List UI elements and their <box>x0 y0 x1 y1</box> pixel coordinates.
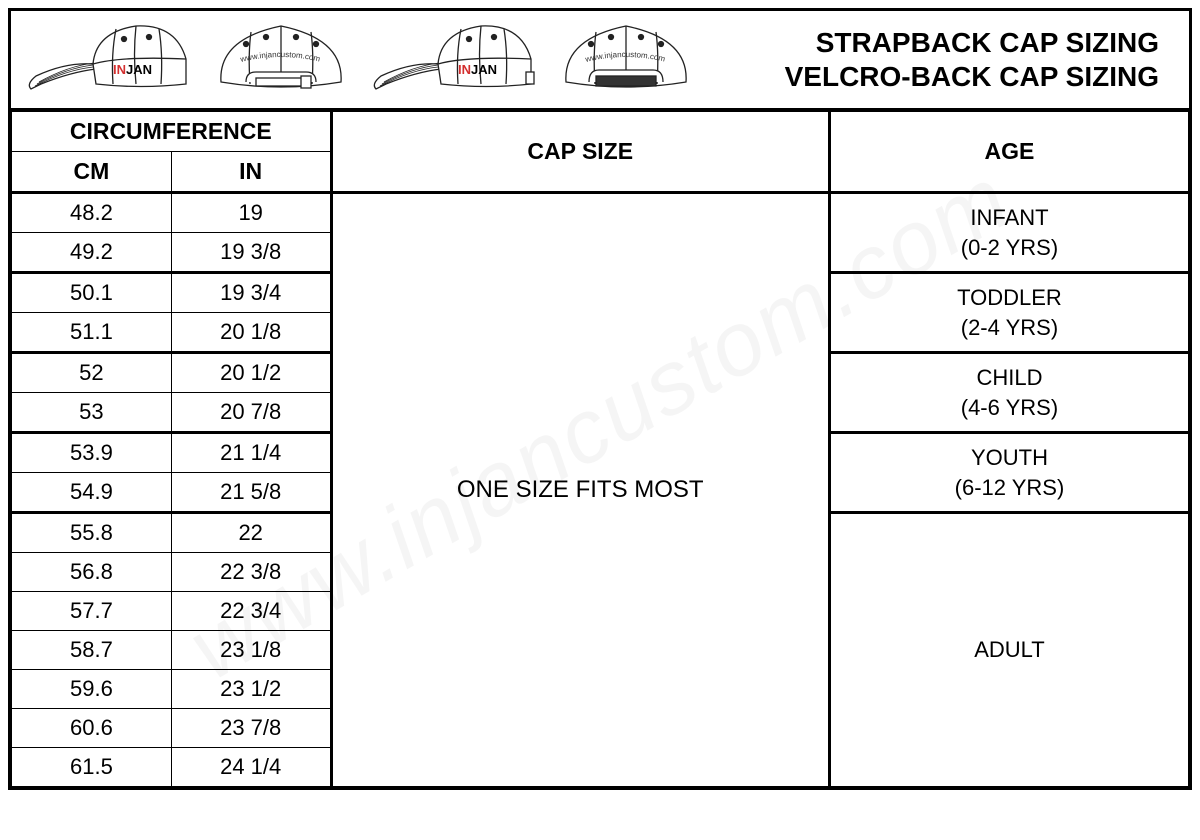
header-cap-size: CAP SIZE <box>331 112 829 193</box>
title-line-2: VELCRO-BACK CAP SIZING <box>785 60 1159 94</box>
in-cell: 21 5/8 <box>171 473 331 513</box>
svg-text:INJAN: INJAN <box>113 62 152 77</box>
header-cm: CM <box>12 152 172 193</box>
age-cell-toddler: TODDLER(2-4 YRS) <box>829 273 1188 353</box>
sizing-table: CIRCUMFERENCE CAP SIZE AGE CM IN 48.2 19… <box>11 111 1189 787</box>
cap-velcro-side-icon: INJAN <box>366 14 541 106</box>
cap-strapback-back-icon: www.injancustom.com <box>206 14 356 106</box>
cm-cell: 60.6 <box>12 709 172 748</box>
cap-size-cell: ONE SIZE FITS MOST <box>331 193 829 787</box>
sizing-chart-container: INJAN <box>8 8 1192 790</box>
cm-cell: 53.9 <box>12 433 172 473</box>
in-cell: 22 3/4 <box>171 592 331 631</box>
header-in: IN <box>171 152 331 193</box>
in-cell: 21 1/4 <box>171 433 331 473</box>
cm-cell: 57.7 <box>12 592 172 631</box>
in-cell: 23 1/2 <box>171 670 331 709</box>
header-row: INJAN <box>11 11 1189 111</box>
in-cell: 22 3/8 <box>171 553 331 592</box>
cm-cell: 54.9 <box>12 473 172 513</box>
cm-cell: 58.7 <box>12 631 172 670</box>
cm-cell: 53 <box>12 393 172 433</box>
header-circumference: CIRCUMFERENCE <box>12 112 332 152</box>
age-cell-child: CHILD(4-6 YRS) <box>829 353 1188 433</box>
cm-cell: 61.5 <box>12 748 172 787</box>
table-row: 48.2 19 ONE SIZE FITS MOST INFANT(0-2 YR… <box>12 193 1189 233</box>
cm-cell: 52 <box>12 353 172 393</box>
title-line-1: STRAPBACK CAP SIZING <box>785 26 1159 60</box>
in-cell: 19 <box>171 193 331 233</box>
in-cell: 19 3/8 <box>171 233 331 273</box>
in-cell: 20 1/8 <box>171 313 331 353</box>
chart-title: STRAPBACK CAP SIZING VELCRO-BACK CAP SIZ… <box>785 26 1189 93</box>
cm-cell: 48.2 <box>12 193 172 233</box>
cm-cell: 51.1 <box>12 313 172 353</box>
cm-cell: 49.2 <box>12 233 172 273</box>
svg-text:INJAN: INJAN <box>458 62 497 77</box>
cap-illustrations: INJAN <box>11 10 785 110</box>
in-cell: 20 7/8 <box>171 393 331 433</box>
in-cell: 20 1/2 <box>171 353 331 393</box>
age-cell-youth: YOUTH(6-12 YRS) <box>829 433 1188 513</box>
age-cell-infant: INFANT(0-2 YRS) <box>829 193 1188 273</box>
in-cell: 23 1/8 <box>171 631 331 670</box>
cm-cell: 56.8 <box>12 553 172 592</box>
cm-cell: 50.1 <box>12 273 172 313</box>
in-cell: 19 3/4 <box>171 273 331 313</box>
cap-velcro-back-icon: www.injancustom.com <box>551 14 701 106</box>
cm-cell: 59.6 <box>12 670 172 709</box>
in-cell: 22 <box>171 513 331 553</box>
in-cell: 23 7/8 <box>171 709 331 748</box>
header-age: AGE <box>829 112 1188 193</box>
cap-strapback-side-icon: INJAN <box>21 14 196 106</box>
in-cell: 24 1/4 <box>171 748 331 787</box>
cm-cell: 55.8 <box>12 513 172 553</box>
age-cell-adult: ADULT <box>829 513 1188 787</box>
